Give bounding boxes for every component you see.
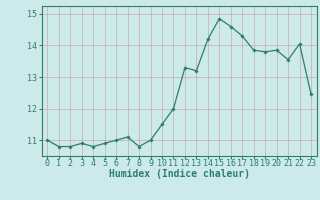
X-axis label: Humidex (Indice chaleur): Humidex (Indice chaleur) [109, 169, 250, 179]
